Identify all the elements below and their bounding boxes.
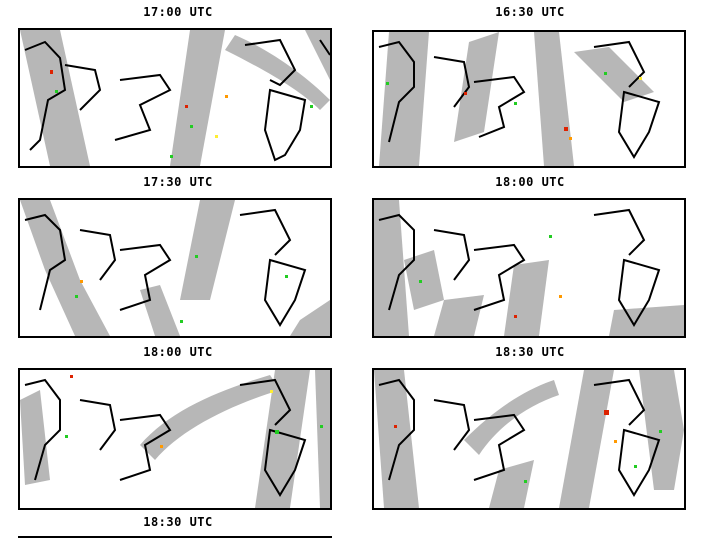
panel-title-2: 16:30 UTC xyxy=(495,5,565,19)
coastline xyxy=(378,40,661,159)
coastline xyxy=(378,208,661,327)
convective-points xyxy=(75,255,288,323)
map-panel-1 xyxy=(18,28,332,168)
swath-band xyxy=(20,200,330,336)
map-panel-2 xyxy=(372,30,686,168)
map-panel-6 xyxy=(372,368,686,510)
panel-title-6: 18:30 UTC xyxy=(495,345,565,359)
panel-title-4: 18:00 UTC xyxy=(495,175,565,189)
map-5-svg xyxy=(20,370,330,508)
map-4-svg xyxy=(374,200,684,336)
swath-band xyxy=(374,200,684,336)
map-panel-5 xyxy=(18,368,332,510)
map-6-svg xyxy=(374,370,684,508)
footer-title: 18:30 UTC xyxy=(143,515,213,529)
map-1-svg xyxy=(20,30,330,166)
coastline xyxy=(24,38,330,162)
footer-rule xyxy=(18,536,332,538)
coastline xyxy=(24,378,307,497)
map-panel-4 xyxy=(372,198,686,338)
panel-title-3: 17:30 UTC xyxy=(143,175,213,189)
panel-title-5: 18:00 UTC xyxy=(143,345,213,359)
convective-points xyxy=(65,375,323,448)
swath-band xyxy=(20,30,330,166)
map-panel-3 xyxy=(18,198,332,338)
map-2-svg xyxy=(378,32,661,166)
convective-points xyxy=(394,410,662,483)
convective-points xyxy=(386,72,642,140)
panel-title-1: 17:00 UTC xyxy=(143,5,213,19)
convective-points xyxy=(50,70,313,158)
coastline xyxy=(24,208,307,327)
map-3-svg xyxy=(20,200,330,336)
swath-band xyxy=(20,370,330,508)
coastline xyxy=(378,378,661,497)
convective-points xyxy=(419,235,562,318)
swath-band xyxy=(379,32,654,166)
